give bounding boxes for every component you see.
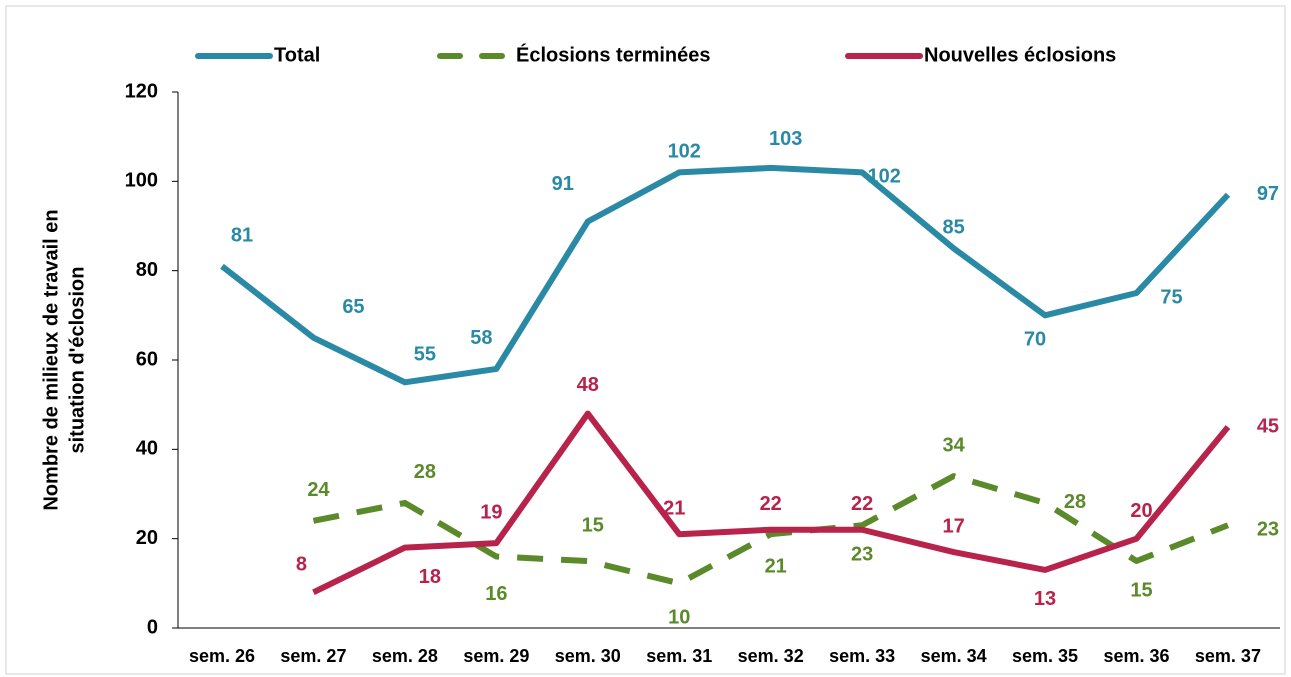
x-tick-label: sem. 34: [921, 646, 987, 666]
x-tick-label: sem. 33: [829, 646, 895, 666]
data-label: 24: [307, 479, 330, 501]
x-tick-label: sem. 36: [1103, 646, 1169, 666]
legend-label: Total: [274, 44, 320, 66]
data-label: 16: [485, 583, 507, 605]
data-label: 20: [1130, 500, 1152, 522]
data-label: 13: [1034, 588, 1056, 610]
data-label: 55: [414, 344, 436, 366]
data-label: 58: [470, 327, 492, 349]
data-label: 102: [668, 141, 701, 163]
y-tick-label: 40: [136, 438, 158, 460]
x-tick-label: sem. 31: [646, 646, 712, 666]
y-axis-label: situation d'éclosion: [66, 267, 88, 454]
y-tick-label: 100: [125, 170, 158, 192]
data-label: 91: [552, 173, 574, 195]
x-tick-label: sem. 32: [738, 646, 804, 666]
data-label: 21: [765, 555, 787, 577]
data-label: 15: [1130, 579, 1152, 601]
y-tick-label: 0: [147, 616, 158, 638]
legend-label: Nouvelles éclosions: [924, 44, 1116, 66]
data-label: 48: [577, 374, 599, 396]
data-label: 22: [851, 493, 873, 515]
legend-label: Éclosions terminées: [516, 43, 711, 66]
data-label: 102: [867, 166, 900, 188]
data-label: 17: [942, 515, 964, 537]
y-tick-label: 60: [136, 348, 158, 370]
data-label: 21: [663, 497, 685, 519]
data-label: 34: [942, 434, 965, 456]
data-label: 81: [231, 224, 253, 246]
y-tick-label: 80: [136, 259, 158, 281]
x-tick-label: sem. 37: [1195, 646, 1261, 666]
x-tick-label: sem. 29: [463, 646, 529, 666]
data-label: 23: [851, 544, 873, 566]
data-label: 18: [419, 566, 441, 588]
data-label: 75: [1160, 286, 1182, 308]
series-line: [220, 164, 1231, 386]
x-tick-label: sem. 26: [189, 646, 255, 666]
data-label: 23: [1257, 519, 1279, 541]
data-label: 22: [760, 493, 782, 515]
data-label: 97: [1257, 183, 1279, 205]
data-label: 19: [480, 501, 502, 523]
data-label: 10: [668, 607, 690, 629]
data-label: 45: [1257, 415, 1279, 437]
chart-frame: [5, 5, 1286, 675]
x-tick-label: sem. 35: [1012, 646, 1078, 666]
x-tick-label: sem. 27: [280, 646, 346, 666]
y-axis-label: Nombre de milieux de travail en: [40, 209, 62, 510]
series-line: [312, 473, 1230, 587]
x-tick-label: sem. 30: [555, 646, 621, 666]
x-tick-label: sem. 28: [372, 646, 438, 666]
data-label: 28: [414, 461, 436, 483]
data-label: 65: [342, 296, 364, 318]
series-line: [312, 410, 1231, 595]
data-label: 70: [1024, 329, 1046, 351]
y-tick-label: 120: [125, 80, 158, 102]
y-tick-label: 20: [136, 527, 158, 549]
data-label: 15: [582, 514, 604, 536]
data-label: 103: [769, 128, 802, 150]
data-label: 85: [942, 217, 964, 239]
data-label: 28: [1064, 491, 1086, 513]
data-label: 8: [296, 554, 307, 576]
